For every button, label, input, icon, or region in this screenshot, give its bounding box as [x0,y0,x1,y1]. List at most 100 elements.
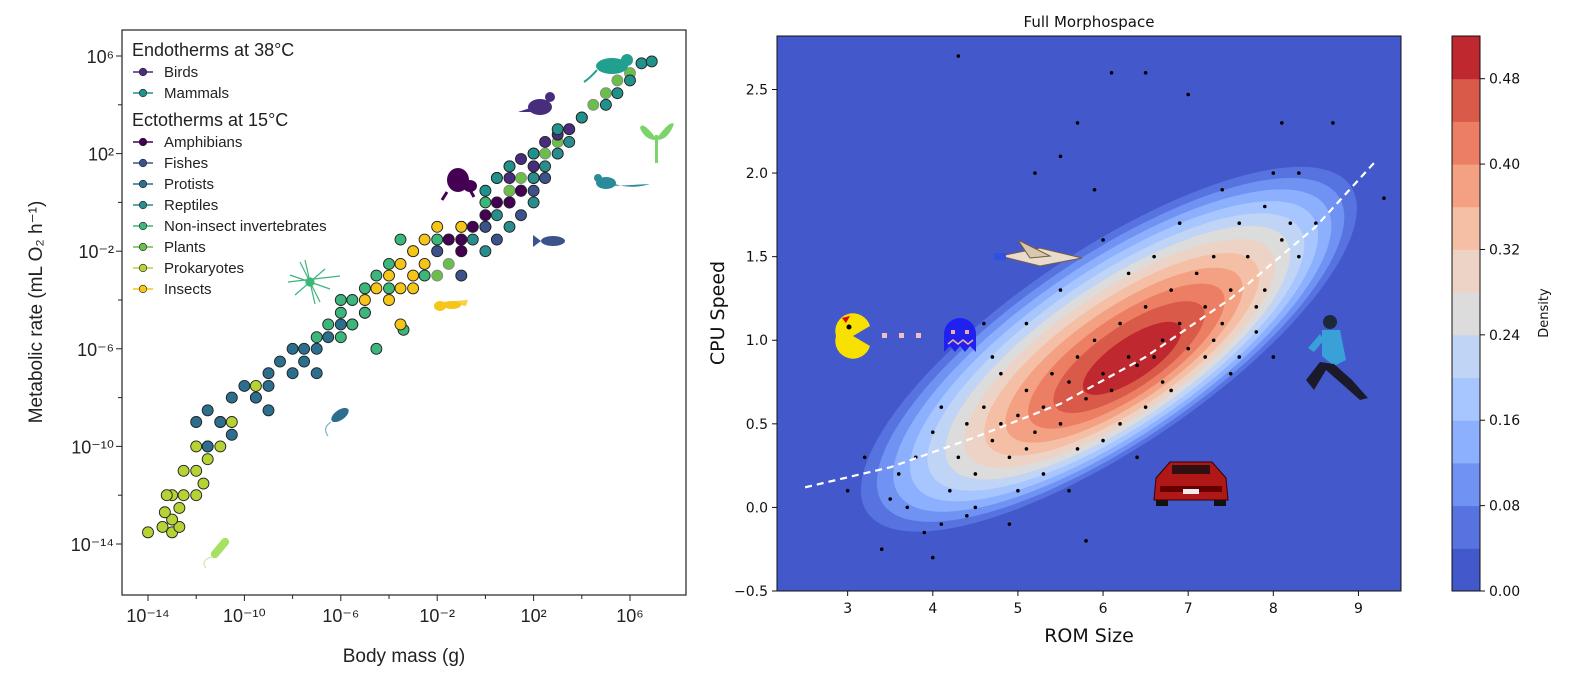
left-x-axis-label: Body mass (g) [343,646,465,667]
data-point [1228,371,1233,376]
legend-group-title: Endotherms at 38°C [132,40,294,60]
data-point [1382,196,1386,200]
data-point [1271,171,1276,175]
fighter-sprite-icon [1306,315,1368,400]
x-tick-label: 10⁻¹⁰ [223,606,266,626]
data-point-protists [298,355,311,368]
data-point [922,530,927,535]
data-point-insects [394,318,407,331]
data-point-prokaryotes [190,464,203,477]
data-point-birds [539,136,552,148]
data-point-prokaryotes [177,489,190,502]
data-point-non-insect-invertebrates [322,318,335,331]
ghost-sprite-icon [944,318,976,352]
data-point-insects [394,282,407,295]
data-point [1211,254,1216,259]
data-point [1280,121,1284,125]
colorbar-tick-label: 0.48 [1489,72,1520,88]
data-point-mammals [551,123,564,136]
data-point [1203,305,1208,309]
y-tick-label: 10⁻¹⁰ [71,437,114,457]
data-point-protists [322,331,335,344]
x-tick-label: 5 [1013,601,1022,617]
data-point-prokaryotes [201,453,214,466]
data-point-amphibians [455,233,468,246]
data-point [1101,438,1105,443]
colorbar-band [1452,548,1480,592]
colorbar-tick-label: 0.32 [1489,242,1520,258]
colorbar-band [1452,121,1480,165]
colorbar-label: Density [1537,288,1552,338]
right-ticks: 3 4 5 6 7 8 9 −0.5 0.0 0.5 1.0 1.5 2.0 2.5 [734,82,1363,617]
data-point-non-insect-invertebrates [383,282,395,295]
data-point-insects [418,233,431,246]
x-tick-label: 6 [1099,601,1108,617]
colorbar-tick-label: 0.08 [1489,499,1520,515]
data-point-insects [431,220,444,233]
data-point [1084,396,1088,401]
data-point [1331,121,1335,125]
legend-marker [138,221,148,231]
data-point-non-insect-invertebrates [370,342,383,355]
y-tick-label: 1.5 [746,250,768,266]
data-point [982,321,986,326]
lizard-silhouette-icon [594,174,650,189]
data-point-prokaryotes [190,489,203,502]
data-point-non-insect-invertebrates [383,258,395,270]
data-point-non-insect-invertebrates [431,233,444,246]
data-point-fishes [455,269,468,282]
colorbar-band [1452,36,1480,80]
data-point [1314,221,1318,226]
data-point [1016,488,1020,493]
data-point-insects [407,245,420,258]
data-point [896,472,901,476]
legend-entry: Reptiles [164,197,218,214]
data-point [1075,355,1080,359]
data-point-insects [383,294,395,306]
spaceship-sprite-icon [994,238,1083,267]
data-point [1058,422,1063,426]
legend-entry: Protists [164,176,214,193]
data-point [999,422,1003,426]
morphospace-chart: 3 4 5 6 7 8 9 −0.5 0.0 0.5 1.0 1.5 2.0 2.5 Full Morph… [707,13,1552,647]
y-tick-label: 10⁻² [78,242,114,262]
x-tick-label: 7 [1184,601,1193,617]
data-point [1143,305,1148,309]
colorbar-band [1452,420,1480,464]
data-point-prokaryotes [177,464,190,477]
data-point-amphibians [455,245,468,258]
y-tick-label: 0.0 [746,500,768,516]
legend-marker [138,284,148,294]
data-point [1050,371,1054,376]
data-point-protists [190,416,203,428]
data-point [1058,288,1063,292]
data-point-prokaryotes [156,520,169,533]
data-point-protists [225,391,238,404]
colorbar-tick-label: 0.16 [1489,413,1520,429]
data-point-mammals [479,184,492,197]
colorbar-tick-label: 0.00 [1489,584,1520,600]
data-point-plants [515,172,527,184]
data-point-protists [274,355,286,368]
left-ticks: 10⁻¹⁴ 10⁻¹⁰ 10⁻⁶ 10⁻² 10² 10⁶ 10⁻¹⁴ 10⁻¹⁰ 10⁻⁶ 10… [71,47,644,626]
data-point [879,547,884,552]
data-point-insects [418,258,431,270]
data-point [1126,355,1131,359]
data-point-reptiles [539,160,552,173]
seedling-silhouette-icon [640,123,674,163]
legend-entry: Birds [164,64,198,81]
data-point-plants [539,147,552,160]
data-point [1016,413,1020,418]
data-point-amphibians [466,220,479,233]
data-point-fishes [527,184,540,197]
data-point-non-insect-invertebrates [346,294,359,306]
data-point-prokaryotes [158,506,171,519]
data-point-reptiles [503,220,516,233]
data-point [862,455,867,460]
spider-silhouette-icon [287,259,341,305]
x-tick-label: 3 [843,601,852,617]
legend-entry: Plants [164,239,206,256]
data-point [973,472,978,476]
fish-silhouette-icon [533,235,565,247]
